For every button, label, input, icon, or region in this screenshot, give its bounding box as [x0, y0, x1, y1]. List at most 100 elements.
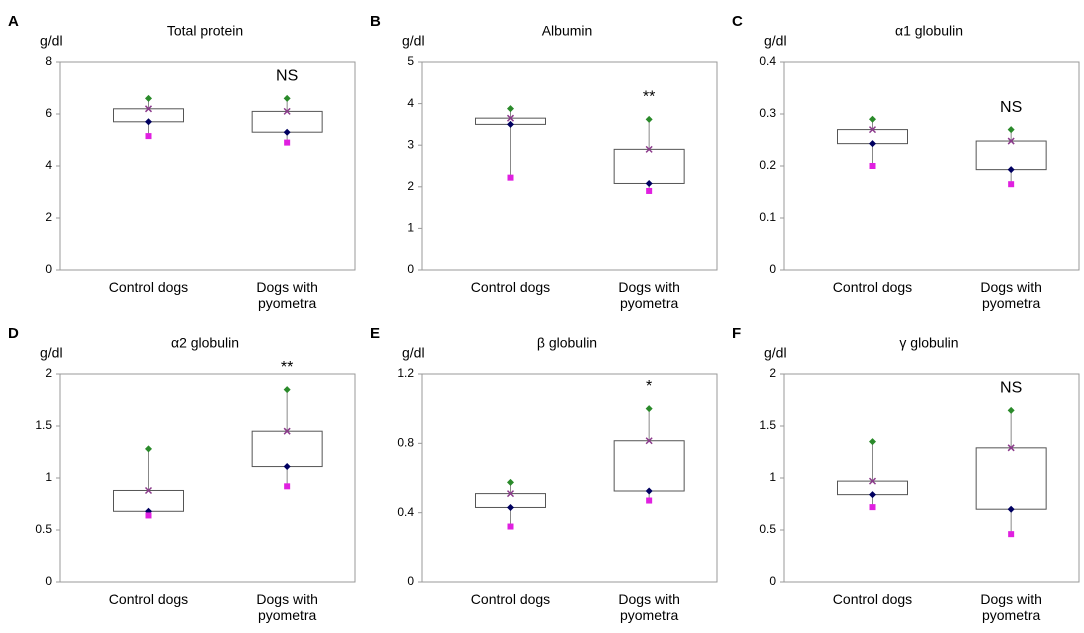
y-tick-label: 2 — [45, 366, 52, 380]
y-tick-label: 4 — [407, 96, 414, 110]
chart-title: Total protein — [167, 23, 243, 39]
diamond-marker — [507, 105, 514, 113]
y-tick-label: 0.4 — [759, 54, 776, 68]
significance-label: NS — [1000, 380, 1022, 397]
panel-letter: B — [370, 13, 381, 30]
y-axis-label: g/dl — [402, 345, 425, 361]
x-tick-label: Control dogs — [832, 591, 913, 607]
plot-frame — [421, 61, 718, 271]
diamond-marker — [145, 445, 152, 453]
x-tick-label: Dogs with pyometra — [980, 279, 1042, 311]
x-tick-label: Control dogs — [470, 279, 551, 295]
diamond-marker — [645, 487, 653, 495]
plot-frame — [59, 373, 356, 583]
y-tick-label: 5 — [407, 54, 414, 68]
y-tick-label: 4 — [45, 158, 52, 172]
y-tick-label: 0 — [45, 574, 52, 588]
square-marker — [869, 163, 876, 169]
significance-label: * — [646, 378, 652, 395]
diamond-marker — [145, 507, 152, 515]
panel-letter: F — [732, 325, 741, 342]
diamond-marker — [145, 94, 152, 102]
x-tick-label: Dogs with pyometra — [618, 591, 680, 623]
y-tick-label: 0 — [407, 574, 414, 588]
y-tick-label: 0.2 — [759, 158, 776, 172]
diamond-marker — [283, 94, 291, 102]
diamond-marker — [283, 386, 291, 394]
square-marker — [284, 483, 291, 490]
square-marker — [1008, 531, 1015, 538]
panel-letter: A — [8, 13, 19, 30]
diamond-marker — [507, 478, 514, 486]
y-tick-label: 0.4 — [397, 505, 414, 519]
box — [251, 430, 323, 468]
diamond-marker — [645, 115, 653, 123]
x-marker — [506, 114, 515, 122]
diamond-marker — [283, 128, 291, 136]
y-tick-label: 2 — [407, 179, 414, 193]
x-tick-label: Dogs with pyometra — [980, 591, 1042, 623]
diamond-marker — [507, 120, 514, 128]
y-axis-label: g/dl — [764, 33, 787, 49]
square-marker — [507, 523, 514, 530]
square-marker — [869, 504, 876, 511]
chart-title: α1 globulin — [895, 23, 963, 39]
y-tick-label: 1 — [769, 470, 776, 484]
y-axis-label: g/dl — [40, 345, 63, 361]
y-tick-label: 6 — [45, 106, 52, 120]
chart-title: β globulin — [537, 335, 597, 351]
diamond-marker — [645, 405, 653, 413]
diamond-marker — [145, 118, 152, 126]
diamond-marker — [869, 115, 876, 123]
y-tick-label: 0 — [769, 574, 776, 588]
y-tick-label: 0 — [769, 262, 776, 276]
x-tick-label: Control dogs — [470, 591, 551, 607]
y-tick-label: 0.3 — [759, 106, 776, 120]
y-tick-label: 1 — [45, 470, 52, 484]
box — [975, 140, 1047, 171]
y-tick-label: 2 — [45, 210, 52, 224]
square-marker — [507, 174, 514, 181]
chart-title: γ globulin — [899, 335, 958, 351]
square-marker — [1008, 181, 1015, 188]
y-tick-label: 0 — [45, 262, 52, 276]
plot-frame — [421, 373, 718, 583]
plot-frame — [59, 61, 356, 271]
square-marker — [145, 512, 152, 519]
square-marker — [646, 497, 653, 504]
x-tick-label: Control dogs — [108, 279, 189, 295]
y-tick-label: 1 — [407, 221, 414, 235]
x-marker — [283, 427, 291, 435]
diamond-marker — [869, 140, 876, 148]
x-marker — [144, 486, 153, 495]
x-tick-label: Dogs with pyometra — [256, 279, 318, 311]
box — [613, 148, 685, 184]
x-tick-label: Control dogs — [832, 279, 913, 295]
square-marker — [284, 139, 291, 146]
x-marker — [144, 105, 153, 113]
panel-letter: C — [732, 13, 743, 30]
x-marker — [283, 107, 291, 115]
diamond-marker — [507, 503, 514, 511]
x-marker — [1007, 137, 1015, 145]
square-marker — [145, 133, 152, 140]
y-axis-label: g/dl — [764, 345, 787, 361]
significance-label: ** — [281, 359, 293, 376]
y-axis-label: g/dl — [40, 33, 63, 49]
y-tick-label: 0.5 — [759, 522, 776, 536]
diamond-marker — [645, 179, 653, 187]
chart-title: Albumin — [542, 23, 593, 39]
y-tick-label: 1.5 — [759, 418, 776, 432]
diamond-marker — [869, 438, 876, 446]
y-tick-label: 8 — [45, 54, 52, 68]
y-tick-label: 1.5 — [35, 418, 52, 432]
y-axis-label: g/dl — [402, 33, 425, 49]
x-marker — [645, 145, 653, 153]
x-marker — [868, 477, 877, 485]
x-tick-label: Dogs with pyometra — [256, 591, 318, 623]
diamond-marker — [1007, 166, 1015, 174]
x-tick-label: Control dogs — [108, 591, 189, 607]
diamond-marker — [1007, 126, 1015, 134]
